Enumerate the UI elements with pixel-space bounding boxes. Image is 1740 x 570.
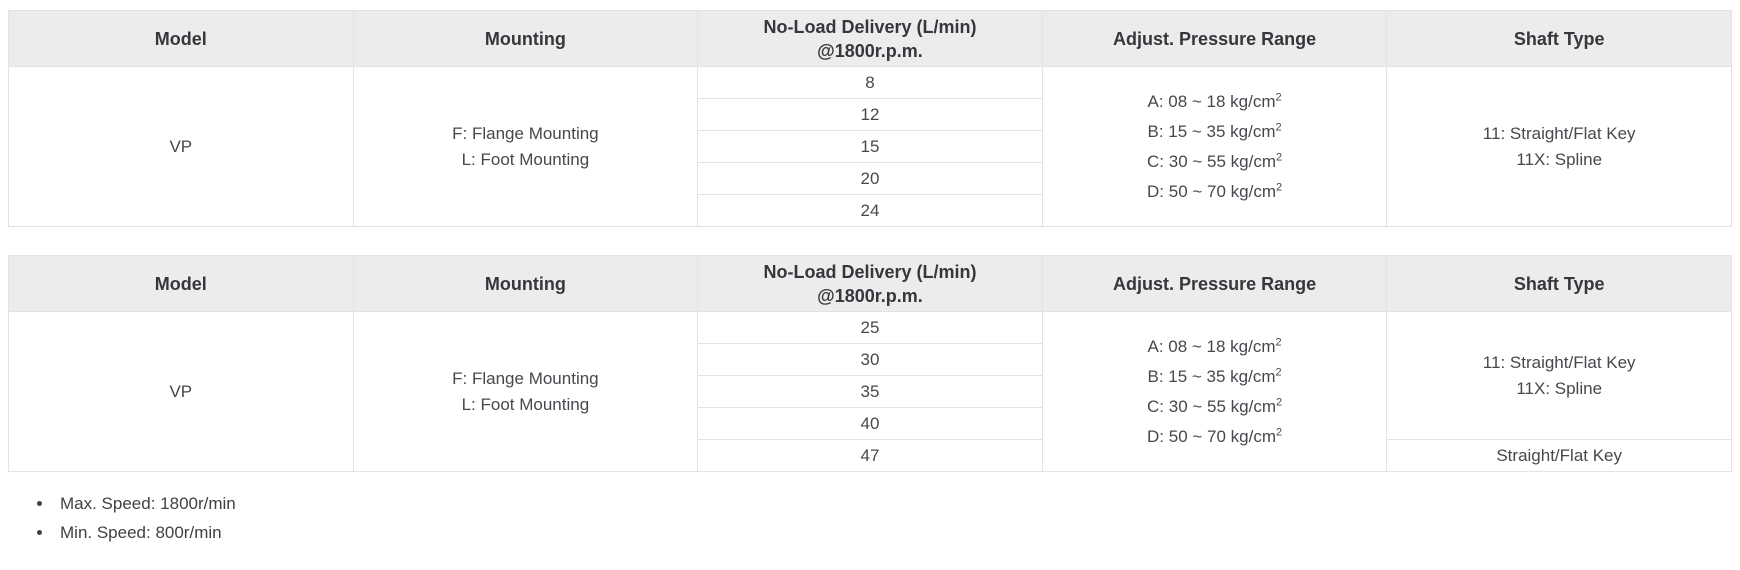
spec-table-1: Model Mounting No-Load Delivery (L/min) … [8,10,1732,227]
col-header-mounting: Mounting [352,255,699,312]
mounting-foot: L: Foot Mounting [461,149,590,169]
note-min-speed: Min. Speed: 800r/min [54,523,1732,543]
table-row: 40 [9,407,1732,440]
pressure-range-c-text: C: 30 ~ 55 kg/cm [1147,396,1276,416]
spec-page: Model Mounting No-Load Delivery (L/min) … [0,0,1740,543]
table-row: 30 [9,343,1732,376]
mounting-cell: F: Flange Mounting L: Foot Mounting [352,66,699,227]
pressure-range-c-text: C: 30 ~ 55 kg/cm [1147,151,1276,171]
delivery-value-cell: 12 [697,98,1043,131]
pressure-range-c: C: 30 ~ 55 kg/cm2 [1049,147,1381,177]
pressure-range-a-text: A: 08 ~ 18 kg/cm [1147,91,1276,111]
pressure-range-c-sup: 2 [1276,395,1283,408]
spec-table-2: Model Mounting No-Load Delivery (L/min) … [8,255,1732,472]
col-header-model: Model [8,255,354,312]
col-header-delivery-line1: No-Load Delivery (L/min) [763,16,977,37]
col-header-model: Model [8,10,354,67]
pressure-range-a-sup: 2 [1275,90,1282,103]
pressure-range-c: C: 30 ~ 55 kg/cm2 [1049,392,1381,422]
mounting-flange: F: Flange Mounting [452,123,599,143]
delivery-value-cell: 15 [697,130,1043,163]
pressure-range-b: B: 15 ~ 35 kg/cm2 [1049,362,1381,392]
col-header-delivery: No-Load Delivery (L/min) @1800r.p.m. [697,10,1043,67]
pressure-cell: A: 08 ~ 18 kg/cm2 B: 15 ~ 35 kg/cm2 C: 3… [1041,66,1388,227]
pressure-range-d-sup: 2 [1276,425,1283,438]
table-row: VP F: Flange Mounting L: Foot Mounting 2… [8,311,1732,472]
table-row: 35 [9,375,1732,408]
shaft-cell: 11: Straight/Flat Key 11X: Spline [1386,66,1732,227]
model-cell: VP [8,311,354,472]
delivery-value-cell: 8 [697,66,1043,99]
table-row: 12 [9,98,1732,131]
pressure-range-d-text: D: 50 ~ 70 kg/cm [1147,181,1276,201]
pressure-range-a-text: A: 08 ~ 18 kg/cm [1147,336,1276,356]
delivery-value-cell: 40 [697,407,1043,440]
pressure-range-a: A: 08 ~ 18 kg/cm2 [1049,332,1381,362]
mounting-flange: F: Flange Mounting [452,368,599,388]
shaft-last-cell: Straight/Flat Key [1386,439,1732,472]
pressure-range-d: D: 50 ~ 70 kg/cm2 [1049,177,1381,207]
header-row: Model Mounting No-Load Delivery (L/min) … [8,255,1732,312]
col-header-shaft: Shaft Type [1386,10,1732,67]
note-max-speed: Max. Speed: 1800r/min [54,494,1732,514]
table-row: 47 Straight/Flat Key [9,439,1732,472]
shaft-spline: 11X: Spline [1516,149,1603,169]
col-header-pressure: Adjust. Pressure Range [1041,255,1388,312]
delivery-value-cell: 30 [697,343,1043,376]
col-header-shaft: Shaft Type [1386,255,1732,312]
pressure-cell: A: 08 ~ 18 kg/cm2 B: 15 ~ 35 kg/cm2 C: 3… [1041,311,1388,472]
col-header-delivery-line2: @1800r.p.m. [817,285,923,306]
delivery-value-cell: 24 [697,194,1043,227]
pressure-range-b-text: B: 15 ~ 35 kg/cm [1147,121,1276,141]
pressure-range-d-text: D: 50 ~ 70 kg/cm [1147,426,1276,446]
delivery-value-cell: 20 [697,162,1043,195]
pressure-range-c-sup: 2 [1276,150,1283,163]
table-row: 24 [9,194,1732,227]
shaft-straight-key: 11: Straight/Flat Key [1482,123,1636,143]
delivery-value-cell: 25 [697,311,1043,344]
pressure-range-d-sup: 2 [1276,180,1283,193]
pressure-range-b: B: 15 ~ 35 kg/cm2 [1049,117,1381,147]
pressure-range-b-text: B: 15 ~ 35 kg/cm [1147,366,1276,386]
notes-list: Max. Speed: 1800r/min Min. Speed: 800r/m… [8,494,1732,543]
header-row: Model Mounting No-Load Delivery (L/min) … [8,10,1732,67]
col-header-mounting: Mounting [352,10,699,67]
shaft-cell: 11: Straight/Flat Key 11X: Spline [1386,311,1732,440]
delivery-value-cell: 47 [697,439,1043,472]
col-header-delivery: No-Load Delivery (L/min) @1800r.p.m. [697,255,1043,312]
col-header-delivery-line2: @1800r.p.m. [817,40,923,61]
pressure-range-b-sup: 2 [1275,365,1282,378]
pressure-range-a-sup: 2 [1275,335,1282,348]
col-header-delivery-line1: No-Load Delivery (L/min) [763,261,977,282]
pressure-range-d: D: 50 ~ 70 kg/cm2 [1049,422,1381,452]
table-row: VP F: Flange Mounting L: Foot Mounting 8… [8,66,1732,227]
mounting-cell: F: Flange Mounting L: Foot Mounting [352,311,699,472]
model-cell: VP [8,66,354,227]
col-header-pressure: Adjust. Pressure Range [1041,10,1388,67]
mounting-foot: L: Foot Mounting [461,394,590,414]
delivery-value-cell: 35 [697,375,1043,408]
pressure-range-a: A: 08 ~ 18 kg/cm2 [1049,87,1381,117]
shaft-spline: 11X: Spline [1516,378,1603,398]
shaft-straight-key: 11: Straight/Flat Key [1482,352,1636,372]
pressure-range-b-sup: 2 [1275,120,1282,133]
